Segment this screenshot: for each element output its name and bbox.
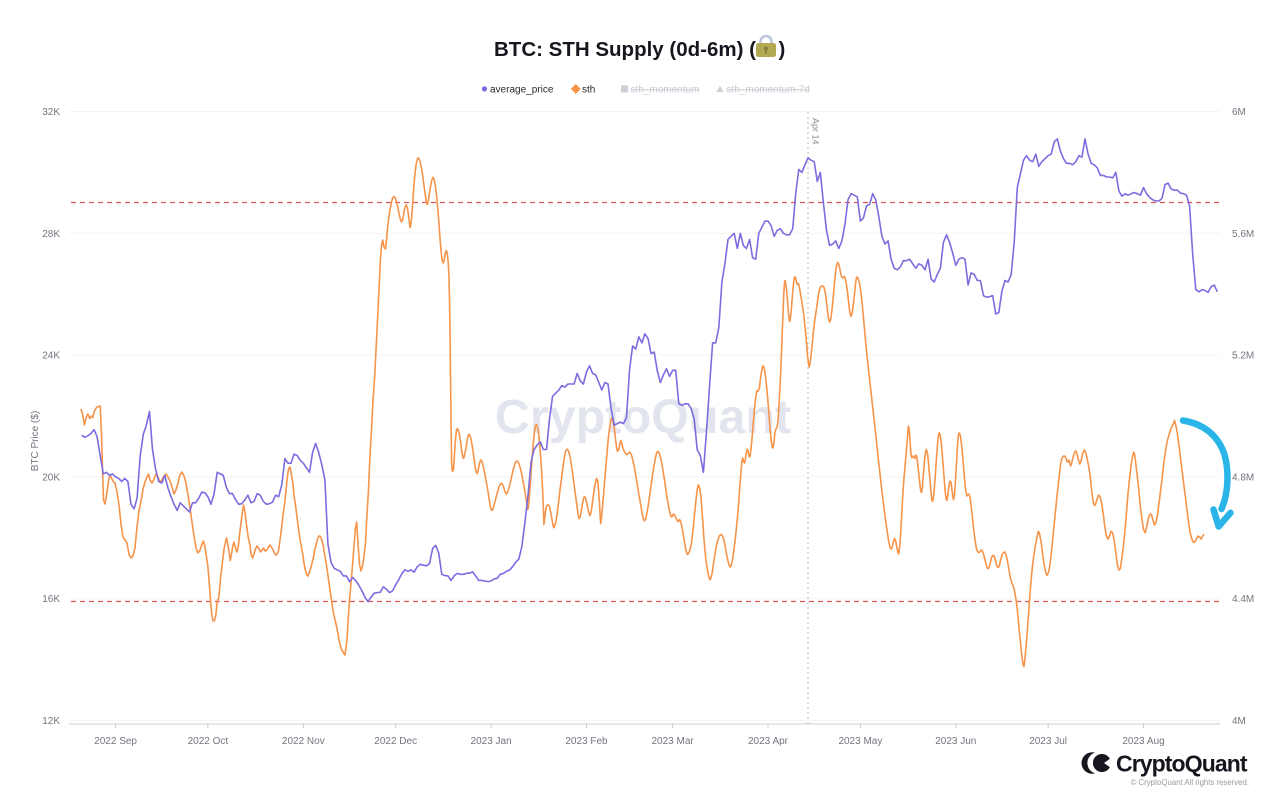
svg-text:28K: 28K (42, 229, 60, 240)
svg-text:© CryptoQuant All rights reser: © CryptoQuant All rights reserved. (1131, 778, 1249, 787)
svg-text:2023 Jun: 2023 Jun (935, 736, 976, 747)
svg-text:Apr 14: Apr 14 (811, 118, 821, 145)
svg-text:4.8M: 4.8M (1232, 472, 1254, 483)
svg-text:sth: sth (582, 85, 595, 96)
svg-text:2023 Mar: 2023 Mar (651, 736, 694, 747)
svg-text:sth_momentum: sth_momentum (631, 85, 700, 96)
svg-text:5.2M: 5.2M (1232, 351, 1254, 362)
svg-text:2023 Aug: 2023 Aug (1122, 736, 1164, 747)
svg-text:5.6M: 5.6M (1232, 229, 1254, 240)
svg-text:2023 Jul: 2023 Jul (1029, 736, 1067, 747)
svg-text:12K: 12K (42, 716, 60, 727)
svg-text:16K: 16K (42, 594, 60, 605)
svg-text:sth_momentum-7d: sth_momentum-7d (727, 85, 810, 96)
svg-text:BTC Price ($): BTC Price ($) (30, 411, 41, 472)
svg-text:2023 May: 2023 May (838, 736, 882, 747)
svg-text:2023 Apr: 2023 Apr (748, 736, 789, 747)
svg-text:4M: 4M (1232, 716, 1246, 727)
svg-text:): ) (779, 38, 786, 61)
svg-text:2022 Oct: 2022 Oct (188, 736, 229, 747)
svg-text:6M: 6M (1232, 107, 1246, 118)
svg-text:BTC: STH Supply (0d-6m) (: BTC: STH Supply (0d-6m) ( (494, 38, 756, 61)
svg-text:2023 Feb: 2023 Feb (565, 736, 608, 747)
svg-text:average_price: average_price (490, 85, 554, 96)
svg-text:4.4M: 4.4M (1232, 594, 1254, 605)
svg-text:24K: 24K (42, 351, 60, 362)
svg-text:20K: 20K (42, 472, 60, 483)
svg-text:32K: 32K (42, 107, 60, 118)
svg-text:CryptoQuant: CryptoQuant (495, 390, 791, 444)
svg-text:2023 Jan: 2023 Jan (471, 736, 512, 747)
svg-text:2022 Dec: 2022 Dec (374, 736, 417, 747)
svg-text:2022 Nov: 2022 Nov (282, 736, 325, 747)
svg-text:CryptoQuant: CryptoQuant (1116, 751, 1248, 777)
svg-text:2022 Sep: 2022 Sep (94, 736, 137, 747)
